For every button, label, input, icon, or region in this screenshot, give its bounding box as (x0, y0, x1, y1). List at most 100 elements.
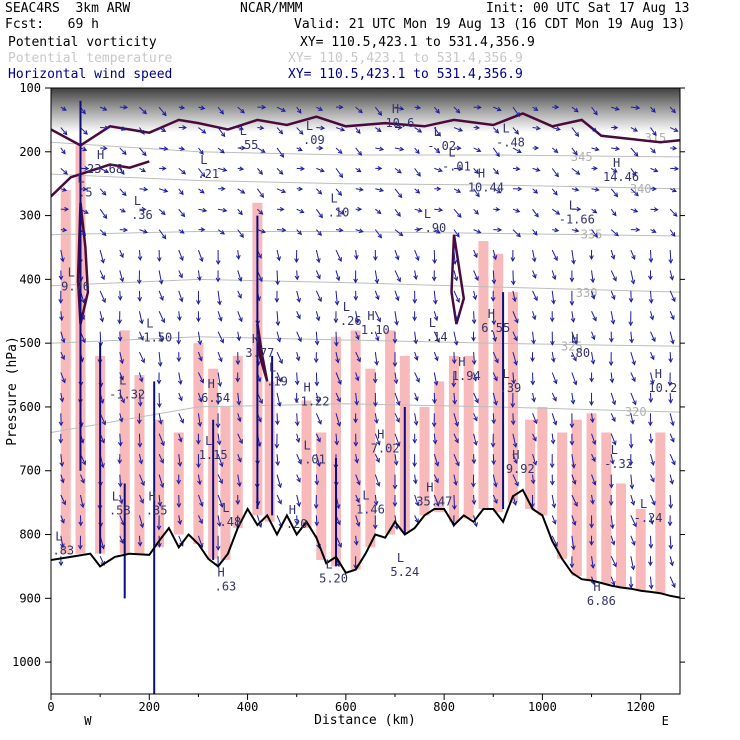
wind-vector (60, 331, 65, 343)
wind-arrowhead (139, 335, 144, 341)
wind-arrowhead (454, 438, 459, 444)
wind-arrowhead (475, 125, 481, 131)
wind-vector (571, 249, 575, 264)
wind-vector (296, 208, 304, 213)
wind-vector (433, 351, 439, 361)
wind-arrowhead (294, 398, 299, 403)
wind-vector (669, 290, 676, 302)
extrema-value: .58 (109, 503, 131, 517)
wind-vector (374, 474, 380, 487)
wind-vector (453, 208, 462, 218)
wind-arrowhead (337, 257, 342, 263)
wind-arrowhead (415, 188, 421, 194)
wind-arrowhead (471, 319, 477, 325)
plot-area: 345340335330325320315H10.6L.55L.09L-.48L… (51, 88, 680, 694)
wind-vector (375, 127, 382, 132)
wind-vector (158, 331, 163, 342)
wind-arrowhead (118, 499, 124, 505)
field-wind-name: Horizontal wind speed (8, 67, 173, 82)
wind-vector (257, 147, 266, 153)
wind-vector (276, 147, 284, 158)
wind-arrowhead (118, 417, 124, 423)
wind-arrowhead (258, 170, 263, 175)
extrema-marker: L (502, 367, 509, 381)
wind-arrowhead (610, 319, 616, 325)
pv-shading-column (119, 330, 130, 554)
wind-vector (512, 270, 514, 285)
wind-arrowhead (161, 166, 167, 171)
wind-arrowhead (513, 336, 518, 342)
pv-shading-column (134, 375, 145, 554)
wind-arrowhead (633, 127, 639, 132)
wind-arrowhead (413, 355, 419, 361)
wind-vector (414, 351, 418, 361)
wind-arrowhead (435, 148, 441, 154)
wind-vector (630, 106, 640, 109)
wind-arrowhead (510, 403, 516, 408)
extrema-marker: H (593, 580, 600, 594)
wind-vector (512, 290, 516, 302)
wind-arrowhead (298, 186, 304, 192)
wind-arrowhead (611, 580, 616, 586)
wind-arrowhead (516, 232, 521, 238)
wind-vector (99, 249, 105, 263)
wind-arrowhead (570, 399, 576, 405)
pv-shading-column (616, 483, 627, 588)
wind-arrowhead (674, 166, 680, 171)
wind-arrowhead (217, 300, 222, 306)
wind-vector (650, 250, 652, 263)
wind-vector (394, 229, 403, 236)
theta-isoline (51, 336, 680, 347)
wind-arrowhead (533, 419, 538, 425)
wind-vector (315, 229, 322, 236)
wind-vector (158, 352, 162, 366)
wind-arrowhead (100, 258, 105, 264)
wind-arrowhead (451, 359, 457, 365)
wind-arrowhead (60, 355, 65, 361)
wind-vector (551, 249, 558, 261)
wind-vector (197, 494, 203, 507)
wind-vector (119, 351, 124, 364)
wind-arrowhead (136, 279, 142, 285)
wind-vector (237, 453, 242, 462)
wind-arrowhead (137, 442, 143, 448)
y-tick-label: 700 (19, 464, 41, 478)
wind-arrowhead (218, 462, 224, 468)
wind-arrowhead (590, 499, 595, 505)
wind-vector (394, 249, 399, 260)
wind-arrowhead (318, 106, 324, 111)
wind-vector (453, 106, 460, 114)
wind-arrowhead (355, 129, 361, 135)
extrema-marker: L (362, 489, 369, 503)
wind-vector (178, 433, 182, 442)
wind-vector (433, 372, 438, 385)
wind-arrowhead (317, 419, 322, 425)
wind-arrowhead (182, 125, 188, 130)
wind-arrowhead (199, 188, 205, 194)
wind-arrowhead (337, 542, 342, 548)
wind-arrowhead (456, 145, 462, 151)
extrema-value: 14.46 (603, 170, 639, 184)
wind-arrowhead (257, 253, 262, 259)
wind-arrowhead (514, 129, 519, 135)
wind-vector (178, 188, 184, 195)
wind-arrowhead (335, 504, 341, 510)
x-end-west: W (84, 714, 92, 728)
wind-arrowhead (238, 317, 243, 323)
wind-vector (473, 229, 481, 234)
extrema-value: .14 (426, 330, 448, 344)
wind-arrowhead (64, 206, 70, 212)
wind-arrowhead (473, 522, 478, 528)
extrema-marker: L (222, 501, 229, 515)
wind-arrowhead (393, 460, 399, 466)
wind-vector (630, 392, 637, 405)
wind-arrowhead (296, 502, 301, 508)
wind-vector (473, 270, 479, 281)
y-tick-label: 1000 (12, 655, 41, 669)
extrema-value: -1.50 (136, 331, 172, 345)
wind-vector (453, 127, 463, 132)
wind-vector (138, 494, 144, 504)
wind-arrowhead (672, 145, 678, 151)
wind-arrowhead (140, 481, 145, 487)
